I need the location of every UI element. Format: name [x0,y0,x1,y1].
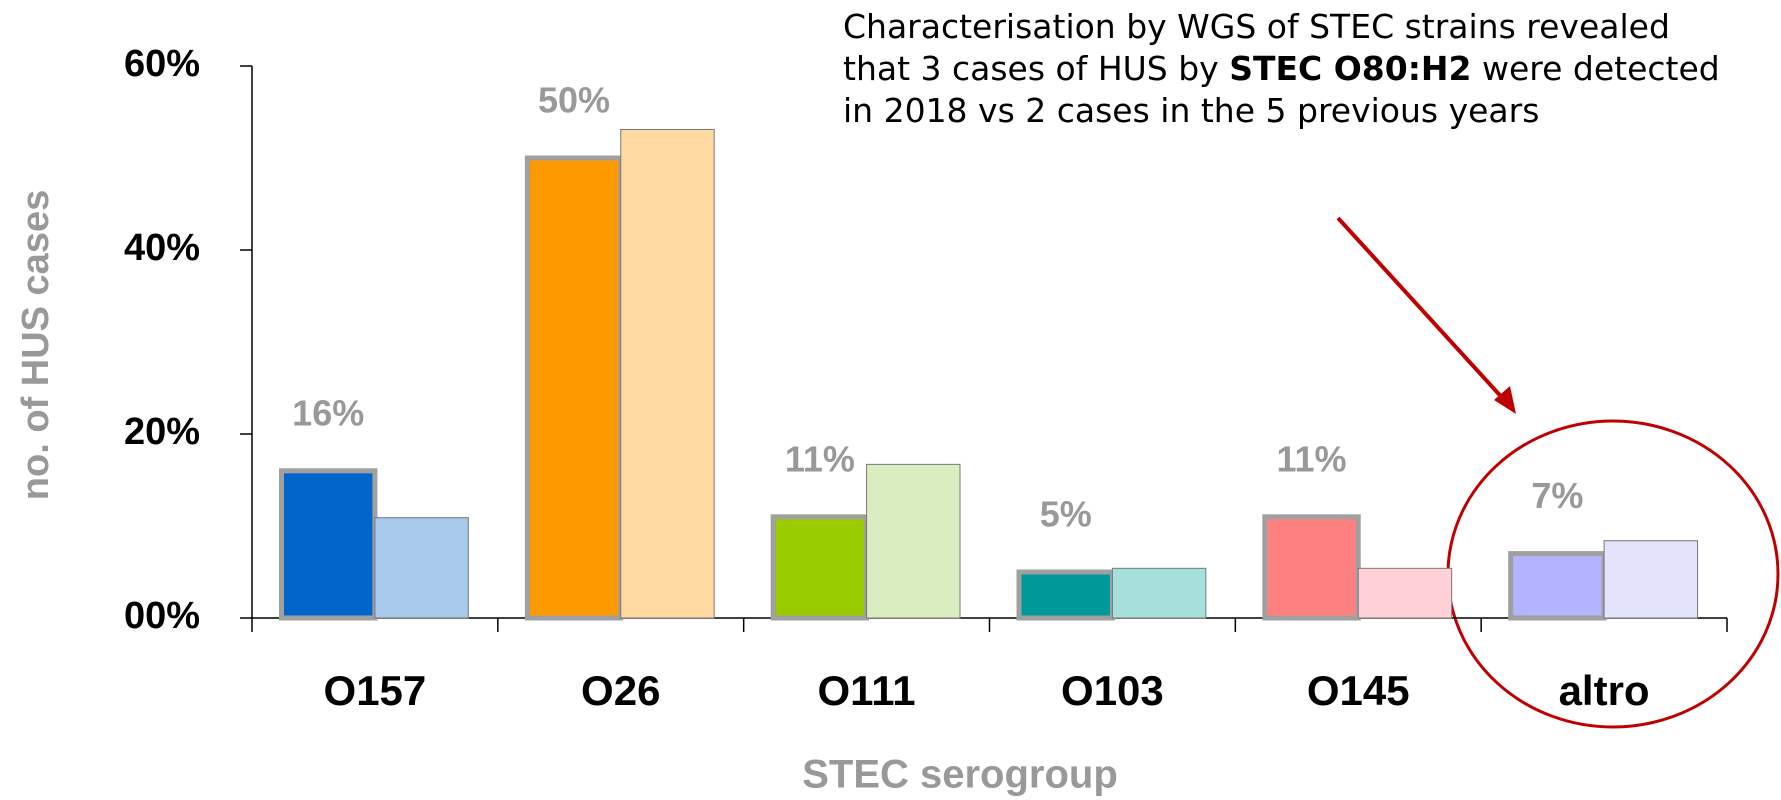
y-axis-title: no. of HUS cases [15,190,57,500]
value-label: 7% [1531,475,1583,516]
bar [1357,567,1453,619]
annotation-text: were detected in 2018 vs 2 cases in the … [843,49,1720,130]
bar [279,468,378,621]
bar [374,517,469,619]
bar [1262,514,1361,621]
x-tick-label: O145 [1307,667,1410,714]
value-label: 5% [1040,494,1092,535]
x-tick-label: O103 [1061,667,1164,714]
x-tick-label: altro [1559,667,1650,714]
x-axis-title: STEC serogroup [802,753,1118,797]
value-label: 50% [538,80,610,121]
annotation-bold: STEC O80:H2 [1229,49,1472,88]
bar [866,463,961,619]
bar [524,155,624,621]
x-tick-label: O26 [581,667,660,714]
value-label: 11% [785,438,855,479]
annotation-text: Characterisation by WGS of STEC strains … [843,7,1670,88]
annotation: Characterisation by WGS of STEC strains … [843,6,1743,132]
x-tick-label: O111 [818,667,916,714]
bar [1603,540,1699,619]
bar [620,128,715,619]
value-label: 11% [1277,438,1347,479]
y-tick-label: 60% [124,43,200,85]
y-tick-label: 40% [124,227,200,269]
bar [1111,567,1207,619]
y-tick-label: 00% [124,595,200,637]
arrow-head [1494,386,1516,414]
y-tick-label: 20% [124,411,200,453]
bar [1016,569,1115,621]
bar [1508,551,1607,621]
arrow-line [1336,216,1509,405]
x-tick-label: O157 [324,667,427,714]
bar [770,514,870,621]
value-label: 16% [292,392,364,433]
